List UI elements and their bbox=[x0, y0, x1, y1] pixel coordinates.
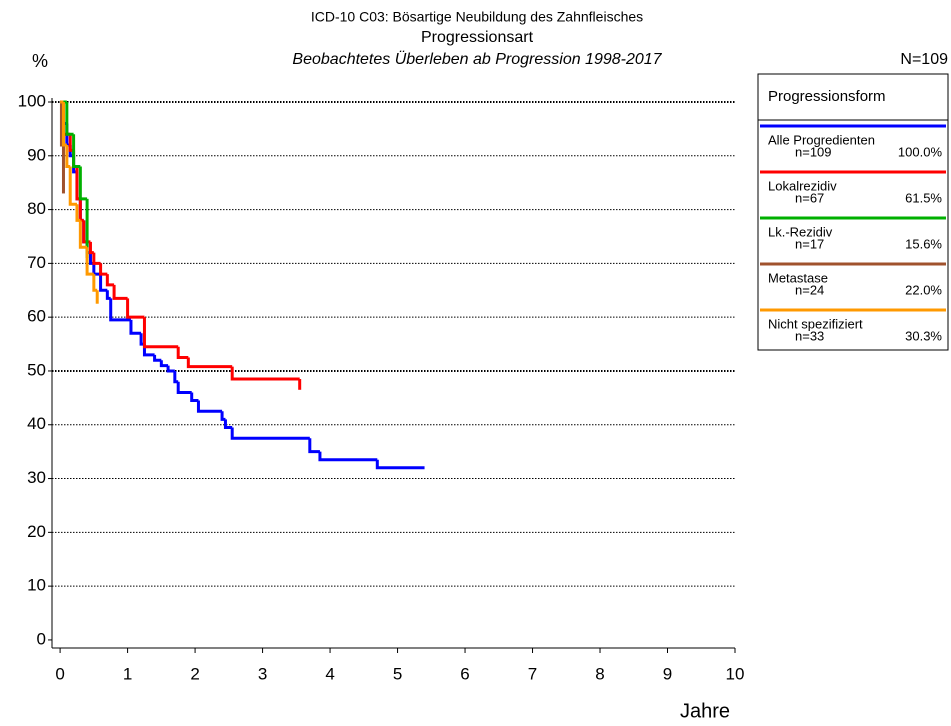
x-tick-label: 0 bbox=[55, 664, 64, 683]
y-tick-label: 90 bbox=[27, 145, 46, 164]
survival-step bbox=[223, 419, 233, 429]
y-tick-label: 80 bbox=[27, 199, 46, 218]
x-tick-label: 9 bbox=[663, 664, 672, 683]
y-tick-label: 10 bbox=[27, 576, 46, 595]
legend-n: n=17 bbox=[795, 236, 824, 251]
survival-step bbox=[92, 252, 101, 265]
survival-step bbox=[126, 298, 145, 319]
survival-step bbox=[230, 366, 300, 381]
survival-step bbox=[375, 459, 425, 470]
y-tick-label: 60 bbox=[27, 307, 46, 326]
survival-step bbox=[112, 284, 128, 300]
survival-step bbox=[159, 360, 169, 368]
legend-share: 30.3% bbox=[905, 328, 942, 343]
legend-share: 15.6% bbox=[905, 236, 942, 251]
survival-step bbox=[142, 317, 179, 349]
survival-step bbox=[88, 241, 94, 255]
survival-step bbox=[230, 427, 310, 440]
legend-n: n=24 bbox=[795, 282, 824, 297]
legend-label: Alle Progredienten bbox=[768, 132, 875, 147]
survival-step bbox=[186, 357, 233, 369]
y-tick-label: 30 bbox=[27, 468, 46, 487]
survival-step bbox=[318, 451, 378, 462]
survival-step bbox=[85, 247, 94, 276]
survival-step bbox=[68, 166, 77, 206]
survival-step bbox=[308, 438, 320, 454]
survival-step bbox=[166, 365, 175, 373]
survival-step bbox=[129, 319, 142, 335]
survival-step bbox=[196, 400, 223, 413]
x-tick-label: 6 bbox=[460, 664, 469, 683]
survival-step bbox=[190, 392, 199, 403]
legend-n: n=67 bbox=[795, 190, 824, 205]
legend-label: Metastase bbox=[768, 270, 828, 285]
legend-label: Lokalrezidiv bbox=[768, 178, 837, 193]
n-total: N=109 bbox=[900, 51, 948, 68]
legend-n: n=33 bbox=[795, 328, 824, 343]
y-tick-label: 0 bbox=[37, 629, 46, 648]
x-tick-label: 3 bbox=[258, 664, 267, 683]
survival-step bbox=[220, 411, 226, 421]
x-tick-label: 8 bbox=[595, 664, 604, 683]
legend-share: 100.0% bbox=[898, 144, 943, 159]
survival-step bbox=[65, 102, 74, 136]
x-tick-label: 7 bbox=[528, 664, 537, 683]
survival-step bbox=[78, 220, 88, 249]
survival-step bbox=[105, 290, 111, 300]
legend-share: 61.5% bbox=[905, 190, 942, 205]
survival-step bbox=[105, 274, 115, 287]
chart-subtitle: Beobachtetes Überleben ab Progression 19… bbox=[292, 50, 662, 68]
y-axis-label: % bbox=[32, 51, 48, 71]
legend-n: n=109 bbox=[795, 144, 832, 159]
x-tick-label: 1 bbox=[123, 664, 132, 683]
y-tick-label: 40 bbox=[27, 414, 46, 433]
survival-step bbox=[61, 102, 67, 147]
survival-step bbox=[99, 274, 108, 292]
x-tick-label: 2 bbox=[190, 664, 199, 683]
x-tick-label: 5 bbox=[393, 664, 402, 683]
legend-share: 22.0% bbox=[905, 282, 942, 297]
chart-title: ICD-10 C03: Bösartige Neubildung des Zah… bbox=[311, 9, 643, 25]
legend-label: Nicht spezifiziert bbox=[768, 316, 863, 331]
legend-title: Progressionsform bbox=[768, 88, 886, 105]
survival-step bbox=[153, 354, 162, 362]
survival-step bbox=[78, 166, 88, 201]
y-tick-label: 50 bbox=[27, 360, 46, 379]
survival-step bbox=[176, 346, 189, 360]
y-tick-label: 100 bbox=[18, 91, 46, 110]
survival-step bbox=[173, 370, 179, 384]
chart-subtitle: Progressionsart bbox=[421, 29, 534, 46]
x-axis-label: Jahre bbox=[680, 700, 730, 722]
legend-box bbox=[757, 73, 949, 351]
survival-step bbox=[99, 263, 108, 276]
survival-step bbox=[92, 274, 98, 292]
y-tick-label: 20 bbox=[27, 522, 46, 541]
survival-step bbox=[176, 381, 192, 394]
y-tick-label: 70 bbox=[27, 253, 46, 272]
legend-label: Lk.-Rezidiv bbox=[768, 224, 833, 239]
survival-step bbox=[72, 134, 81, 169]
survival-step bbox=[109, 298, 131, 322]
x-tick-label: 4 bbox=[325, 664, 334, 683]
x-tick-label: 10 bbox=[726, 664, 745, 683]
